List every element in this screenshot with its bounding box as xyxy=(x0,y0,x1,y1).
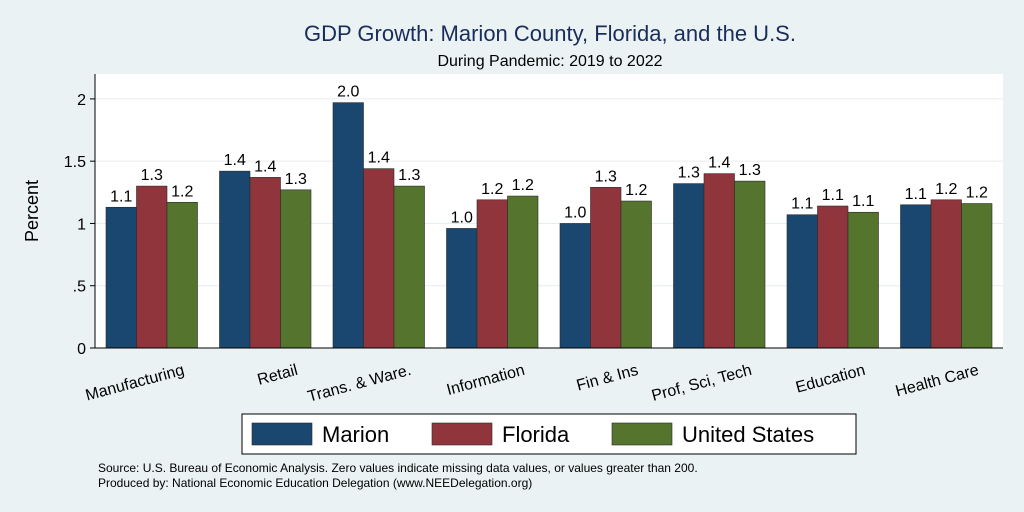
bar-marion xyxy=(219,170,251,349)
bar-value-label: 1.2 xyxy=(512,177,534,194)
x-tick-label: Trans. & Ware. xyxy=(306,362,413,406)
x-tick-label: Prof, Sci, Tech xyxy=(650,362,754,405)
bar-united-states xyxy=(620,200,652,349)
bar-value-label: 1.1 xyxy=(905,186,927,203)
bar-united-states xyxy=(847,211,879,349)
bar-value-label: 1.4 xyxy=(254,158,276,175)
bar-united-states xyxy=(166,201,198,349)
legend-swatch-united-states xyxy=(611,422,673,446)
bar-value-label: 2.0 xyxy=(337,84,359,101)
bar-value-label: 1.2 xyxy=(625,182,647,199)
bar-value-labels: 1.1 1.3 1.2 1.4 1.4 1.3 2.0 1.4 1.3 1.0 1.2 1.2 1.0 1… xyxy=(110,84,988,227)
bar-united-states xyxy=(507,195,539,349)
legend-items: Marion Florida United States xyxy=(251,422,814,447)
bar-value-label: 1.0 xyxy=(564,204,586,221)
y-tick-label: .5 xyxy=(73,279,86,296)
x-tick-label: Education xyxy=(794,362,867,397)
produced-by-note: Produced by: National Economic Education… xyxy=(98,476,533,490)
x-tick-label: Fin & Ins xyxy=(575,362,640,395)
bar-value-label: 1.1 xyxy=(822,187,844,204)
y-axis-title: Percent xyxy=(22,180,42,242)
bars xyxy=(105,102,993,349)
bar-marion xyxy=(559,223,591,349)
legend xyxy=(241,413,857,455)
bar-value-label: 1.2 xyxy=(481,181,503,198)
bar-value-label: 1.1 xyxy=(110,188,132,205)
source-note: Source: U.S. Bureau of Economic Analysis… xyxy=(98,461,698,475)
bar-value-label: 1.3 xyxy=(398,167,420,184)
bar-florida xyxy=(476,199,508,349)
bar-value-label: 1.4 xyxy=(224,152,246,169)
chart-subtitle: During Pandemic: 2019 to 2022 xyxy=(437,53,662,70)
legend-swatch-marion xyxy=(251,422,313,446)
bar-marion xyxy=(786,214,818,349)
bar-marion xyxy=(673,183,705,349)
bar-florida xyxy=(249,177,281,349)
bar-united-states xyxy=(961,203,993,349)
legend-label: Marion xyxy=(322,422,389,447)
bar-value-label: 1.2 xyxy=(966,185,988,202)
bar-value-label: 1.1 xyxy=(791,196,813,213)
bar-value-label: 1.4 xyxy=(368,150,390,167)
bar-florida xyxy=(703,173,735,349)
bar-value-label: 1.3 xyxy=(595,168,617,185)
x-tick-label: Manufacturing xyxy=(84,362,186,405)
bar-value-label: 1.3 xyxy=(678,165,700,182)
bar-united-states xyxy=(280,189,312,349)
bar-florida xyxy=(930,199,962,349)
bar-value-label: 1.2 xyxy=(935,181,957,198)
bar-value-label: 1.4 xyxy=(708,155,730,172)
bar-florida xyxy=(363,168,395,349)
bar-value-label: 1.3 xyxy=(285,171,307,188)
bar-florida xyxy=(817,205,849,349)
bar-value-label: 1.0 xyxy=(451,209,473,226)
x-tick-label: Information xyxy=(445,362,527,399)
legend-label: United States xyxy=(682,422,814,447)
bar-value-label: 1.3 xyxy=(739,162,761,179)
x-tick-label: Health Care xyxy=(894,362,981,401)
bar-value-label: 1.3 xyxy=(141,167,163,184)
bar-marion xyxy=(105,206,137,349)
y-tick-label: 0 xyxy=(77,341,86,358)
bar-united-states xyxy=(393,185,425,349)
bar-marion xyxy=(446,228,478,349)
legend-label: Florida xyxy=(502,422,570,447)
bar-value-label: 1.2 xyxy=(171,183,193,200)
chart-title: GDP Growth: Marion County, Florida, and … xyxy=(304,21,796,46)
bar-marion xyxy=(332,102,364,349)
legend-swatch-florida xyxy=(431,422,493,446)
bar-florida xyxy=(136,185,168,349)
bar-united-states xyxy=(734,180,766,349)
y-tick-label: 1.5 xyxy=(64,154,86,171)
bar-marion xyxy=(900,204,932,349)
y-tick-label: 1 xyxy=(77,216,86,233)
bar-florida xyxy=(590,187,622,349)
y-tick-label: 2 xyxy=(77,92,86,109)
bar-value-label: 1.1 xyxy=(852,193,874,210)
x-tick-label: Retail xyxy=(256,362,300,389)
